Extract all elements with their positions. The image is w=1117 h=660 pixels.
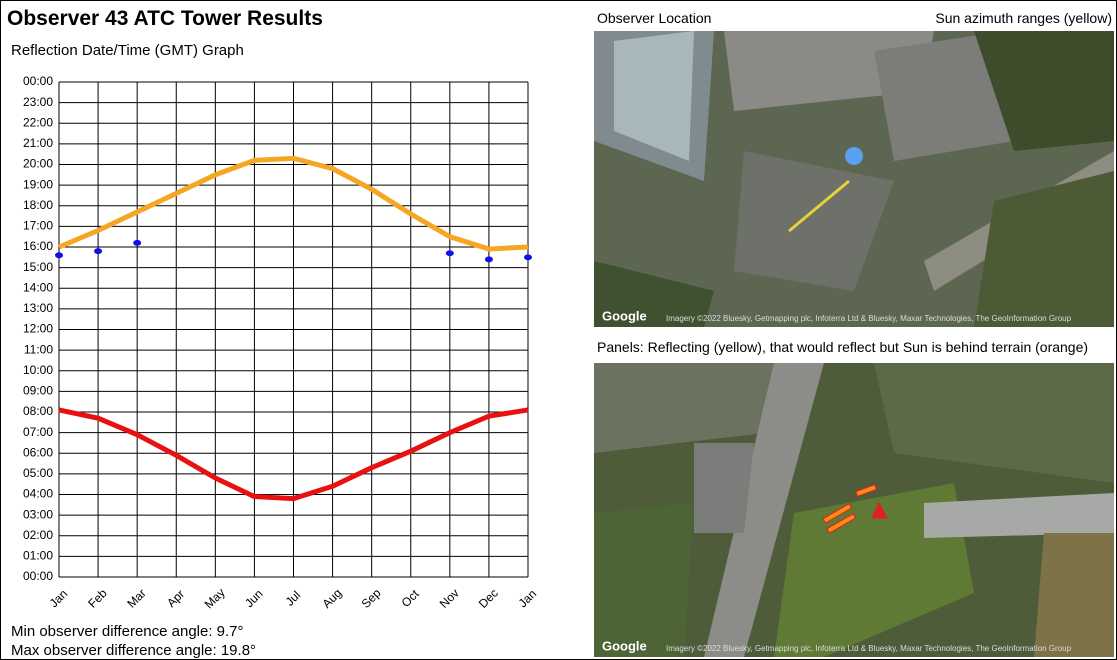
x-tick-label: Oct	[399, 586, 423, 610]
reflection-point	[524, 254, 532, 261]
y-tick-label: 08:00	[23, 404, 53, 418]
x-tick-label: Nov	[437, 586, 462, 611]
y-tick-label: 20:00	[23, 157, 53, 171]
x-tick-label: Jun	[242, 587, 266, 611]
y-tick-label: 03:00	[23, 507, 53, 521]
x-tick-label: Jul	[283, 588, 304, 609]
y-tick-label: 00:00	[23, 569, 53, 583]
y-tick-label: 21:00	[23, 136, 53, 150]
map-title: Observer Location	[597, 10, 712, 26]
chart-title: Reflection Date/Time (GMT) Graph	[11, 42, 244, 59]
series-line	[58, 155, 529, 252]
x-tick-label: Aug	[319, 586, 344, 611]
x-tick-label: Apr	[164, 587, 187, 610]
y-tick-label: 15:00	[23, 260, 53, 274]
y-tick-label: 00:00	[23, 74, 53, 88]
y-tick-label: 09:00	[23, 384, 53, 398]
page-title: Observer 43 ATC Tower Results	[7, 7, 323, 30]
map-logo: Google	[602, 308, 647, 323]
map-title: Panels: Reflecting (yellow), that would …	[597, 339, 1089, 355]
reflection-point	[484, 256, 493, 263]
chart: 00:00 01:00 02:00 03:00 04:00 05:00 06:00 07:00…	[23, 74, 540, 611]
stat: Min observer difference angle: 9.7°	[11, 623, 244, 640]
x-tick-label: Sep	[359, 586, 384, 611]
x-tick-label: May	[202, 585, 228, 611]
map: Google Imagery ©2022 Bluesky, Getmapping…	[594, 31, 1114, 327]
map-attribution: Imagery ©2022 Bluesky, Getmapping plc, I…	[666, 314, 1072, 323]
y-tick-label: 05:00	[23, 466, 53, 480]
reflection-point	[94, 248, 103, 255]
y-tick-label: 14:00	[23, 280, 53, 294]
y-tick-label: 10:00	[23, 363, 53, 377]
map-note: Sun azimuth ranges (yellow)	[935, 10, 1112, 26]
y-tick-label: 17:00	[23, 219, 53, 233]
y-tick-label: 01:00	[23, 549, 53, 563]
map: Google Imagery ©2022 Bluesky, Getmapping…	[594, 363, 1114, 657]
series-line	[58, 407, 529, 502]
y-tick-label: 06:00	[23, 445, 53, 459]
y-tick-label: 02:00	[23, 528, 53, 542]
reflection-point	[445, 250, 454, 257]
reflection-point	[133, 239, 142, 246]
y-tick-label: 22:00	[23, 115, 53, 129]
x-tick-label: Dec	[476, 586, 501, 611]
y-tick-label: 12:00	[23, 322, 53, 336]
y-tick-label: 07:00	[23, 425, 53, 439]
y-tick-label: 11:00	[24, 342, 53, 356]
y-tick-label: 18:00	[23, 198, 53, 212]
map-attribution: Imagery ©2022 Bluesky, Getmapping plc, I…	[666, 644, 1072, 653]
x-tick-label: Mar	[124, 586, 149, 611]
map-logo: Google	[602, 638, 647, 653]
stat: Max observer difference angle: 19.8°	[11, 642, 257, 659]
y-tick-label: 16:00	[23, 239, 53, 253]
reflection-point	[55, 252, 63, 259]
y-tick-label: 04:00	[23, 487, 53, 501]
x-tick-label: Jan	[516, 587, 540, 611]
y-tick-label: 19:00	[23, 177, 53, 191]
y-tick-label: 23:00	[23, 95, 53, 109]
x-tick-label: Jan	[47, 587, 71, 611]
x-tick-label: Feb	[85, 586, 110, 611]
y-tick-label: 13:00	[23, 301, 53, 315]
